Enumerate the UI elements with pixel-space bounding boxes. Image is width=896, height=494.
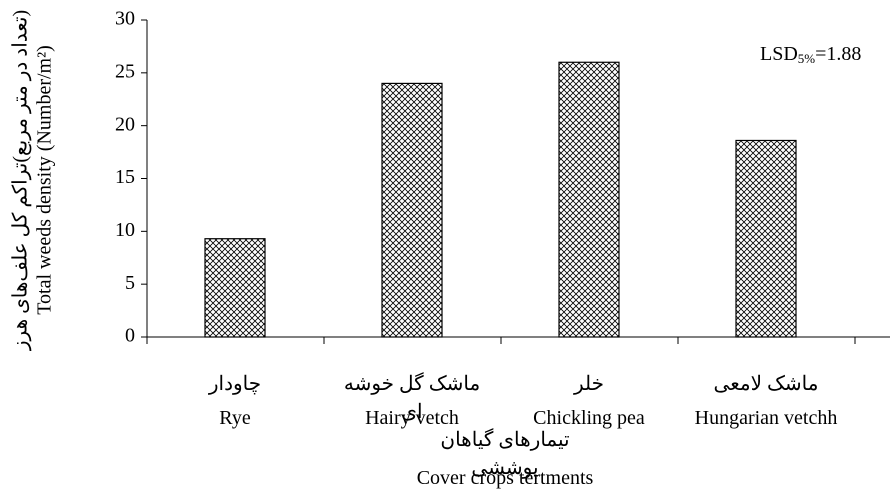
annotation-base: LSD bbox=[760, 43, 798, 65]
annotation-rest: =1.88 bbox=[815, 43, 861, 65]
y-tick-label: 0 bbox=[125, 325, 135, 347]
x-tick-label: Hairy vetch bbox=[365, 407, 459, 429]
y-tick-label: 30 bbox=[115, 8, 135, 30]
annotation-sub: 5% bbox=[798, 51, 816, 66]
y-tick-label: 15 bbox=[115, 166, 135, 188]
bar bbox=[735, 139, 797, 338]
x-tick-label-fa: ماشک لامعی bbox=[713, 373, 819, 395]
bar bbox=[558, 61, 620, 338]
x-tick-label: Rye bbox=[219, 407, 251, 429]
x-axis-title-fa: تیمارهای گیاهان پوششی bbox=[440, 429, 570, 479]
x-axis-title: Cover crops tertments bbox=[416, 467, 594, 489]
x-tick-label-fa: چاودار bbox=[208, 373, 262, 395]
y-axis-title: Total weeds density (Number/m²) bbox=[34, 45, 56, 315]
y-label-group: Total weeds density (Number/m²) bbox=[34, 45, 56, 315]
bar bbox=[381, 82, 443, 338]
y-tick-label: 10 bbox=[115, 219, 135, 241]
x-tick-label-fa: خلر bbox=[573, 373, 605, 395]
x-tick-label: Hungarian vetchh bbox=[694, 407, 838, 429]
y-tick-label: 20 bbox=[115, 113, 135, 135]
y-label-fa-group: (تعداد در متر مربع)تراکم کل علف‌های هرز bbox=[10, 10, 32, 351]
x-tick-label-fa: ماشک گل خوشه ای bbox=[343, 373, 481, 423]
y-axis-title-fa: (تعداد در متر مربع)تراکم کل علف‌های هرز bbox=[10, 10, 32, 351]
y-tick-label: 25 bbox=[115, 60, 135, 82]
bar bbox=[204, 238, 266, 338]
annotation: LSD5%=1.88 bbox=[760, 43, 861, 66]
x-tick-label: Chickling pea bbox=[533, 407, 645, 429]
y-tick-label: 5 bbox=[125, 272, 135, 294]
